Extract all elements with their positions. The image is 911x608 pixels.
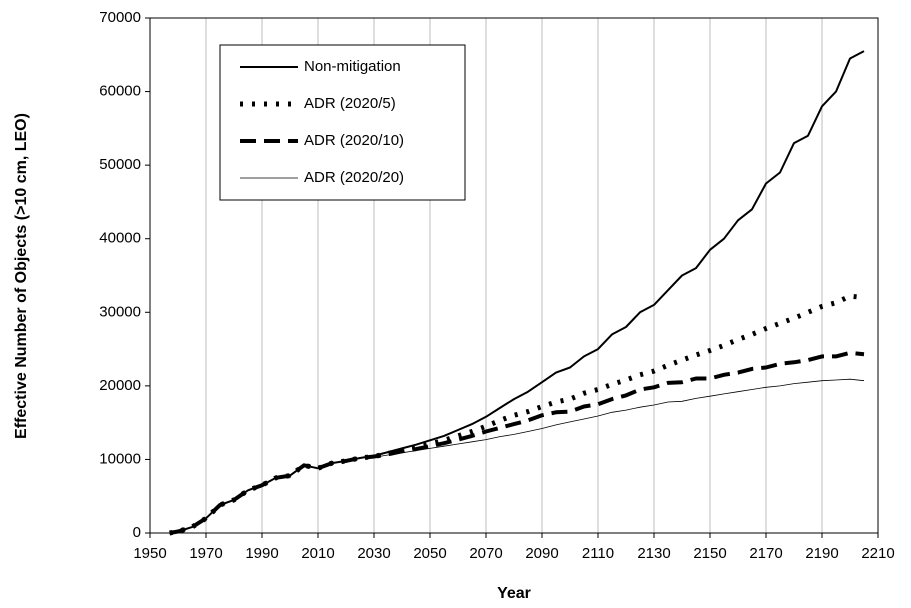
x-tick-label: 2130 — [637, 545, 670, 562]
x-tick-label: 2090 — [525, 545, 558, 562]
y-tick-label: 10000 — [99, 450, 141, 467]
y-tick-label: 50000 — [99, 156, 141, 173]
x-tick-label: 1950 — [133, 545, 166, 562]
y-axis-title: Effective Number of Objects (>10 cm, LEO… — [13, 113, 30, 439]
plot-frame — [149, 17, 879, 534]
x-tick-label: 2210 — [861, 545, 894, 562]
x-tick-label: 2150 — [693, 545, 726, 562]
series-line — [169, 293, 865, 536]
y-tick-label: 30000 — [99, 303, 141, 320]
x-tick-label: 2050 — [413, 545, 446, 562]
x-tick-label: 2030 — [357, 545, 390, 562]
y-tick-label: 70000 — [99, 9, 141, 26]
y-tick-label: 0 — [133, 524, 141, 541]
legend-box — [219, 44, 466, 201]
legend-label: ADR (2020/5) — [304, 95, 396, 112]
x-tick-label: 2110 — [582, 545, 614, 562]
x-tick-label: 2070 — [469, 545, 502, 562]
y-tick-label: 60000 — [99, 83, 141, 100]
x-tick-label: 1990 — [245, 545, 278, 562]
x-tick-label: 2170 — [749, 545, 782, 562]
legend-label: Non-mitigation — [304, 58, 401, 75]
legend-label: ADR (2020/10) — [304, 132, 404, 149]
y-tick-label: 20000 — [99, 377, 141, 394]
x-tick-label: 2190 — [805, 545, 838, 562]
x-axis-title: Year — [497, 585, 531, 602]
x-tick-label: 2010 — [301, 545, 334, 562]
series-line — [169, 378, 865, 534]
y-tick-label: 40000 — [99, 230, 141, 247]
x-tick-label: 1970 — [189, 545, 222, 562]
legend-label: ADR (2020/20) — [304, 169, 404, 186]
series-line — [169, 350, 865, 535]
